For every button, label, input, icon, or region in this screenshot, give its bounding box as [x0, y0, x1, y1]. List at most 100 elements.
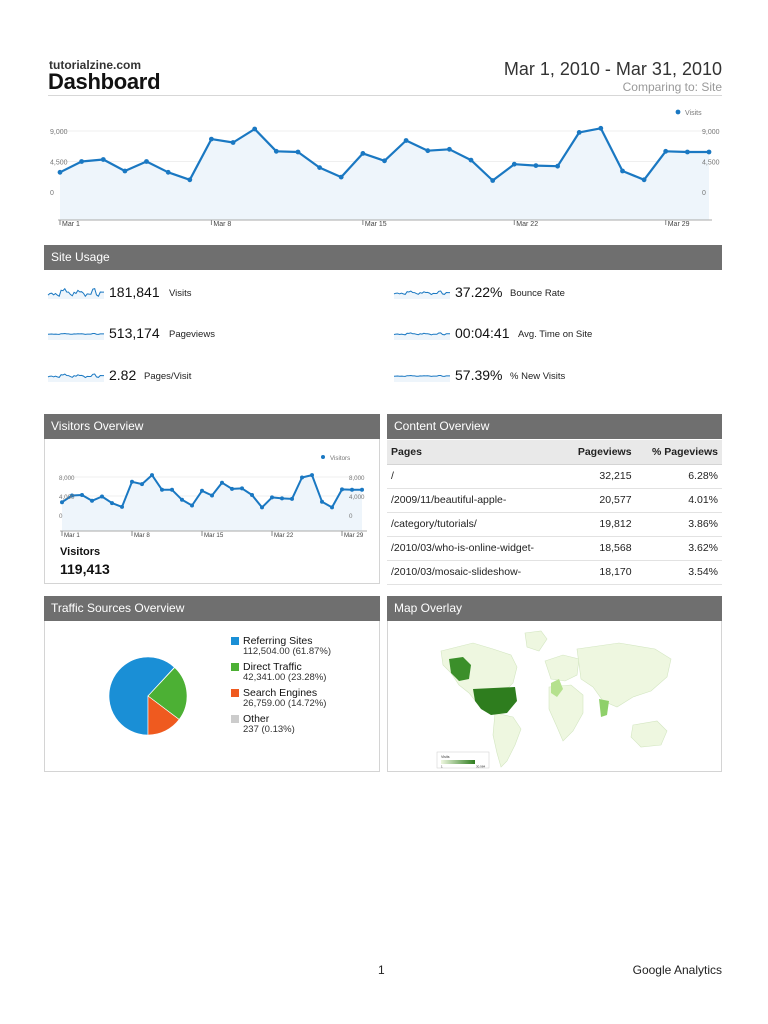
data-point	[70, 493, 74, 498]
legend-value: 26,759.00 (14.72%)	[243, 698, 327, 709]
legend-swatch	[231, 637, 239, 645]
footer-brand: Google Analytics	[632, 963, 722, 977]
data-point	[122, 168, 128, 174]
data-point	[310, 473, 314, 478]
data-point	[340, 487, 344, 492]
legend-name: Referring Sites	[243, 635, 313, 647]
metric-label: Visits	[169, 288, 192, 299]
pie-slice	[147, 667, 188, 720]
table-row: /category/tutorials/ 19,812 3.86%	[387, 512, 722, 537]
india-region	[599, 699, 609, 717]
map-scale-min: 1	[441, 765, 443, 769]
percent-cell: 4.01%	[635, 488, 722, 513]
sparkline-area	[394, 375, 450, 382]
data-point	[350, 487, 354, 492]
y-tick-label-right: 4,000	[349, 494, 365, 501]
y-tick-label-left: 4,500	[50, 160, 68, 167]
metric-avg-time: 00:04:41 Avg. Time on Site	[393, 325, 693, 345]
data-point	[130, 479, 134, 484]
x-tick-label: Mar 15	[365, 221, 387, 228]
page-path-link[interactable]: /category/tutorials/	[387, 512, 564, 537]
data-point	[240, 486, 244, 491]
data-point	[576, 130, 582, 135]
pie-slice	[108, 656, 175, 736]
metric-value: 513,174	[109, 325, 160, 341]
data-point	[447, 146, 452, 152]
europe-region	[551, 679, 563, 697]
data-point	[360, 487, 364, 492]
x-tick-label: Mar 8	[134, 532, 150, 539]
sparkline	[47, 332, 104, 340]
y-tick-label-right: 0	[349, 513, 353, 520]
map-overlay-header: Map Overlay	[387, 596, 722, 621]
metric-value: 00:04:41	[455, 325, 510, 341]
south-america-shape	[492, 712, 522, 768]
canada-region	[449, 657, 471, 681]
map-scale-label: Visits	[441, 755, 450, 759]
sparkline-area	[48, 374, 104, 382]
data-point	[250, 493, 254, 497]
pageviews-cell: 32,215	[563, 464, 636, 489]
table-row: /2010/03/who-is-online-widget- 18,568 3.…	[387, 536, 722, 561]
page-path-link[interactable]: /2009/11/beautiful-apple-	[387, 488, 564, 513]
data-point	[663, 148, 669, 154]
data-point	[120, 504, 124, 509]
data-point	[555, 163, 560, 169]
metric-value: 37.22%	[455, 284, 503, 300]
page-path-link[interactable]: /2010/03/who-is-online-widget-	[387, 536, 564, 561]
x-tick-label: Mar 29	[344, 532, 364, 539]
metric-label: % New Visits	[510, 371, 566, 382]
data-point	[160, 487, 164, 492]
metric-label: Pageviews	[169, 329, 215, 340]
metric-bounce-rate: 37.22% Bounce Rate	[393, 284, 693, 304]
data-point	[295, 149, 301, 155]
sparkline-line	[393, 290, 450, 296]
legend-name: Search Engines	[243, 687, 318, 699]
page-path-link[interactable]: /2010/03/mosaic-slideshow-	[387, 560, 564, 585]
metric-pageviews: 513,174 Pageviews	[47, 325, 347, 345]
legend-swatch	[231, 715, 239, 723]
data-point	[620, 168, 625, 174]
legend-name: Other	[243, 713, 270, 725]
visitors-overview-header: Visitors Overview	[44, 414, 380, 439]
sparkline-line	[47, 373, 104, 379]
data-point	[511, 161, 517, 167]
date-range: Mar 1, 2010 - Mar 31, 2010	[503, 59, 722, 79]
x-tick-label: Mar 8	[213, 221, 231, 228]
column-header-percent-pageviews: % Pageviews	[635, 440, 722, 465]
pie-slice	[147, 695, 180, 736]
world-map[interactable]: Visits 1 30,984	[433, 621, 677, 771]
data-point	[490, 178, 496, 183]
asia-shape	[576, 642, 672, 708]
data-point	[280, 496, 284, 501]
data-point	[320, 499, 324, 504]
data-point	[360, 151, 366, 156]
data-point	[140, 482, 144, 487]
sparkline	[393, 374, 450, 382]
table-header-row: Pages Pageviews % Pageviews	[387, 440, 722, 465]
y-tick-label-right: 8,000	[349, 475, 365, 482]
data-point	[273, 148, 279, 154]
data-point	[165, 169, 171, 175]
y-tick-label-left: 0	[59, 513, 63, 520]
map-scale-max: 30,984	[476, 765, 486, 769]
metric-value: 181,841	[109, 284, 160, 300]
europe-shape	[544, 654, 580, 682]
data-point	[170, 487, 174, 492]
data-point	[598, 125, 604, 131]
comparing-label: Comparing to: Site	[622, 80, 722, 94]
data-point	[425, 148, 431, 154]
data-point	[230, 486, 234, 491]
page-number: 1	[378, 963, 385, 977]
metric-pages-per-visit: 2.82 Pages/Visit	[47, 367, 347, 387]
percent-cell: 3.86%	[635, 512, 722, 537]
percent-cell: 3.54%	[635, 560, 722, 585]
y-tick-label-right: 4,500	[702, 160, 720, 167]
traffic-sources-pie-chart	[108, 656, 188, 736]
legend-swatch	[231, 663, 239, 671]
report-header: tutorialzine.com Dashboard Mar 1, 2010 -…	[48, 58, 722, 96]
sparkline-line	[393, 332, 450, 336]
page-path-link[interactable]: /	[387, 464, 564, 489]
data-point	[190, 503, 194, 508]
data-point	[382, 158, 387, 164]
